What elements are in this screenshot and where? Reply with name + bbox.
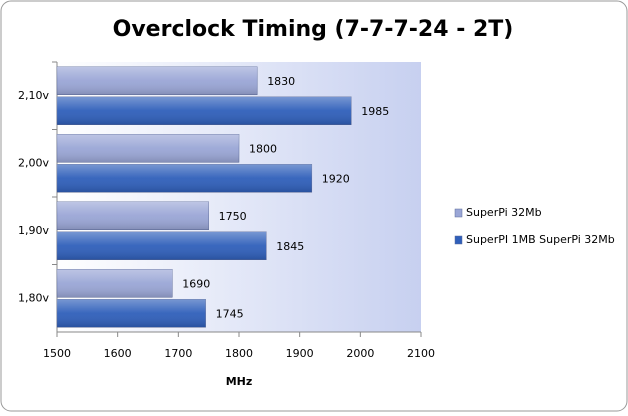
y-tick-label: 1,90v: [18, 224, 49, 237]
x-tick-label: 1800: [225, 347, 253, 360]
bar-shine: [57, 134, 239, 163]
x-tick-label: 1700: [164, 347, 192, 360]
x-tick-label: 2000: [346, 347, 374, 360]
bar-shine: [57, 269, 173, 298]
data-label: 1920: [322, 172, 350, 185]
data-label: 1690: [182, 277, 210, 290]
bar-shine: [57, 164, 312, 193]
x-tick-label: 1500: [43, 347, 71, 360]
bar-shine: [57, 201, 209, 230]
bar-shine: [57, 96, 352, 125]
y-tick-label: 2,10v: [18, 89, 49, 102]
y-tick-label: 1,80v: [18, 291, 49, 304]
data-label: 1845: [276, 240, 304, 253]
legend-label: SuperPi 32Mb: [466, 206, 542, 219]
x-axis-label: MHz: [226, 375, 253, 388]
x-tick-label: 1900: [286, 347, 314, 360]
data-label: 1800: [249, 142, 277, 155]
bar-shine: [57, 231, 267, 260]
legend-label: SuperPI 1MB SuperPi 32Mb: [466, 233, 615, 246]
y-tick-label: 2,00v: [18, 156, 49, 169]
data-label: 1745: [216, 307, 244, 320]
bar-shine: [57, 66, 258, 95]
chart-title: Overclock Timing (7-7-7-24 - 2T): [113, 17, 514, 42]
x-tick-label: 1600: [104, 347, 132, 360]
legend-swatch: [454, 235, 463, 245]
data-label: 1750: [219, 210, 247, 223]
legend-swatch: [454, 208, 463, 218]
bar-shine: [57, 299, 206, 328]
x-tick-label: 2100: [407, 347, 435, 360]
data-label: 1985: [361, 105, 389, 118]
data-label: 1830: [267, 75, 295, 88]
